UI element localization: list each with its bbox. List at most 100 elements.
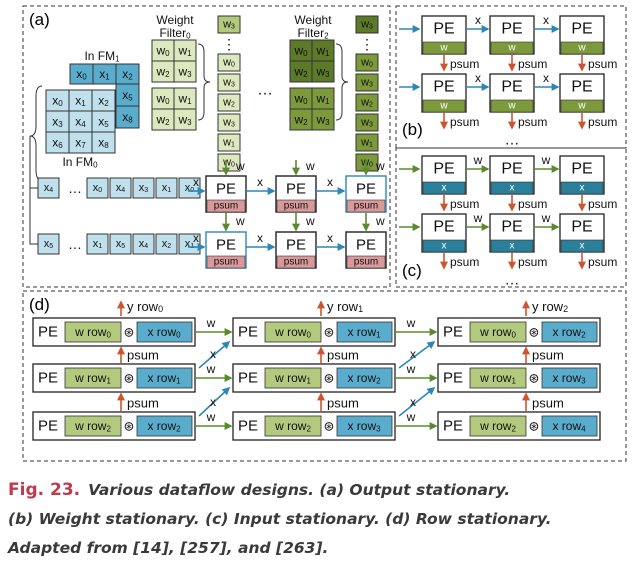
psum-register: [206, 255, 246, 269]
x-stream-row-2-cell-label: x5: [44, 238, 54, 250]
x-row-box: [336, 321, 393, 343]
weight-stream-0-cell-label: w0: [222, 57, 235, 69]
in-fm-1-title: In FM1: [84, 49, 120, 63]
caption-line-2: (b) Weight stationary. (c) Input station…: [8, 510, 552, 528]
panel-b-psum-label: psum: [450, 115, 479, 129]
caption-text-1: Various dataflow designs. (a) Output sta…: [88, 481, 511, 499]
panel-c-pe-label: PE: [571, 219, 592, 236]
rs-psum-label: psum: [532, 396, 564, 411]
panel-b-edge-label: x: [543, 13, 549, 27]
x-row-label: x row1: [347, 325, 381, 339]
weight-stream-0-cell-label: w3: [222, 19, 235, 31]
panel-d-label: (d): [29, 295, 50, 314]
psum-label: psum: [284, 201, 308, 212]
weight-stream-0-cell-box: [217, 73, 241, 92]
x-row-label: x row2: [552, 325, 586, 339]
psum-register: [346, 255, 386, 269]
w-row-box: [264, 321, 322, 343]
panel-c-ellipsis: …: [505, 272, 520, 289]
x-row-label: x row2: [147, 419, 181, 433]
weight-filter-2-cell-label: w2: [293, 65, 308, 79]
panel-c-edge-label: w: [541, 153, 551, 167]
weight-filter-0-cell-box: [173, 108, 197, 131]
x-row-box: [136, 321, 193, 343]
weight-filter-0-cell-label: w1: [177, 92, 192, 106]
psum-register: [276, 255, 316, 269]
weight-filter-2-cell-label: w3: [315, 113, 330, 127]
x-stream-row-1-cell-box: [37, 177, 60, 199]
weight-stream-2-cell-box: [355, 73, 379, 92]
panel-b-weight-stationary: PEwxpsumPEwxpsumPEwpsumPEwxpsumPEwxpsumP…: [399, 13, 617, 149]
pe-label: PE: [286, 237, 306, 254]
panel-b-psum-label: psum: [518, 115, 547, 129]
pe-label: PE: [216, 181, 236, 198]
panel-c-pe-label: PE: [433, 161, 454, 178]
panel-c-frame: [395, 147, 627, 288]
in-fm-0-cell-label: x8: [98, 136, 109, 150]
panel-b-stationary-cell: [490, 41, 534, 55]
in-fm-connector-top: [29, 136, 38, 189]
weight-filter-2-cell-label: w0: [293, 92, 308, 106]
w-row-label: w row2: [479, 419, 516, 433]
y-row-label: y row2: [532, 299, 568, 314]
w-row-label: w row1: [74, 371, 111, 385]
in-fm-0-cell-label: x4: [75, 115, 86, 129]
weight-stream-2-cell-box: [355, 133, 379, 152]
weight-filter-2-cell-box: [311, 60, 335, 83]
rs-w-label: w: [206, 316, 216, 330]
x-row-box: [136, 367, 193, 389]
panel-b-stationary-cell-label: w: [577, 101, 586, 112]
rs-w-label: w: [406, 362, 416, 376]
rs-pe-label: PE: [38, 324, 58, 341]
rs-psum-label: psum: [327, 348, 359, 363]
rs-pe-label: PE: [238, 418, 258, 435]
panel-c-psum-label: psum: [450, 255, 479, 269]
psum-register: [206, 199, 246, 213]
x-row-label: x row4: [552, 419, 586, 433]
weight-stream-0-cell-label: w3: [222, 117, 235, 129]
panel-c-pe-label: PE: [571, 161, 592, 178]
rs-pe-label: PE: [443, 418, 463, 435]
panel-b-pe-label: PE: [571, 21, 592, 38]
rs-w-label: w: [406, 316, 416, 330]
panel-c-pe-label: PE: [433, 219, 454, 236]
in-fm-0-cell-label: x6: [52, 136, 63, 150]
in-fm-connector: [29, 136, 38, 245]
weight-filter-2-cell-label: w2: [293, 113, 308, 127]
rs-pe-label: PE: [38, 370, 58, 387]
panel-c-psum-label: psum: [518, 197, 547, 211]
figure-caption: Fig. 23. Various dataflow designs. (a) Ou…: [8, 476, 632, 563]
x-stream-row-2-cell-box: [132, 233, 155, 255]
in-fm-1-cell-box: [115, 105, 140, 129]
weight-filter-0-cell-box: [173, 60, 197, 83]
in-fm-0-cell-label: x1: [75, 94, 86, 108]
weight-stream-2-cell-box: [355, 53, 379, 72]
panel-b-stationary-cell: [490, 99, 534, 113]
rs-w-label: w: [206, 410, 216, 424]
panel-b-stationary-cell: [422, 99, 466, 113]
rs-w-label: w: [206, 362, 216, 376]
panel-c-psum-label: psum: [588, 255, 617, 269]
weight-stream-2-cell-label: w0: [360, 157, 373, 169]
weight-stream-2-cell-box: [355, 93, 379, 112]
in-fm-0-title: In FM0: [62, 155, 98, 169]
panel-c-psum-label: psum: [588, 197, 617, 211]
x-stream-row-2-cell-box: [86, 233, 109, 255]
x-row-label: x row3: [347, 419, 381, 433]
weight-stream-2-cell-label: w1: [360, 137, 373, 149]
y-row-label: y row0: [127, 299, 163, 314]
w-row-label: w row0: [74, 325, 111, 339]
panel-b-psum-label: psum: [588, 57, 617, 71]
x-stream-row-2-cell-label: x4: [139, 238, 149, 250]
w-arrow-label: w: [375, 214, 385, 228]
x-stream-row-1-cell-box: [86, 177, 109, 199]
panel-b-stationary-cell-label: w: [507, 43, 516, 54]
in-fm-1-cell-label: x1: [99, 67, 110, 81]
panel-c-edge-label: w: [473, 211, 483, 225]
weight-filter-0-cell-label: w1: [177, 44, 192, 58]
w-row-label: w row2: [74, 419, 111, 433]
figure-number: Fig. 23.: [8, 480, 81, 500]
x-row-box: [541, 415, 598, 437]
psum-label: psum: [214, 201, 238, 212]
